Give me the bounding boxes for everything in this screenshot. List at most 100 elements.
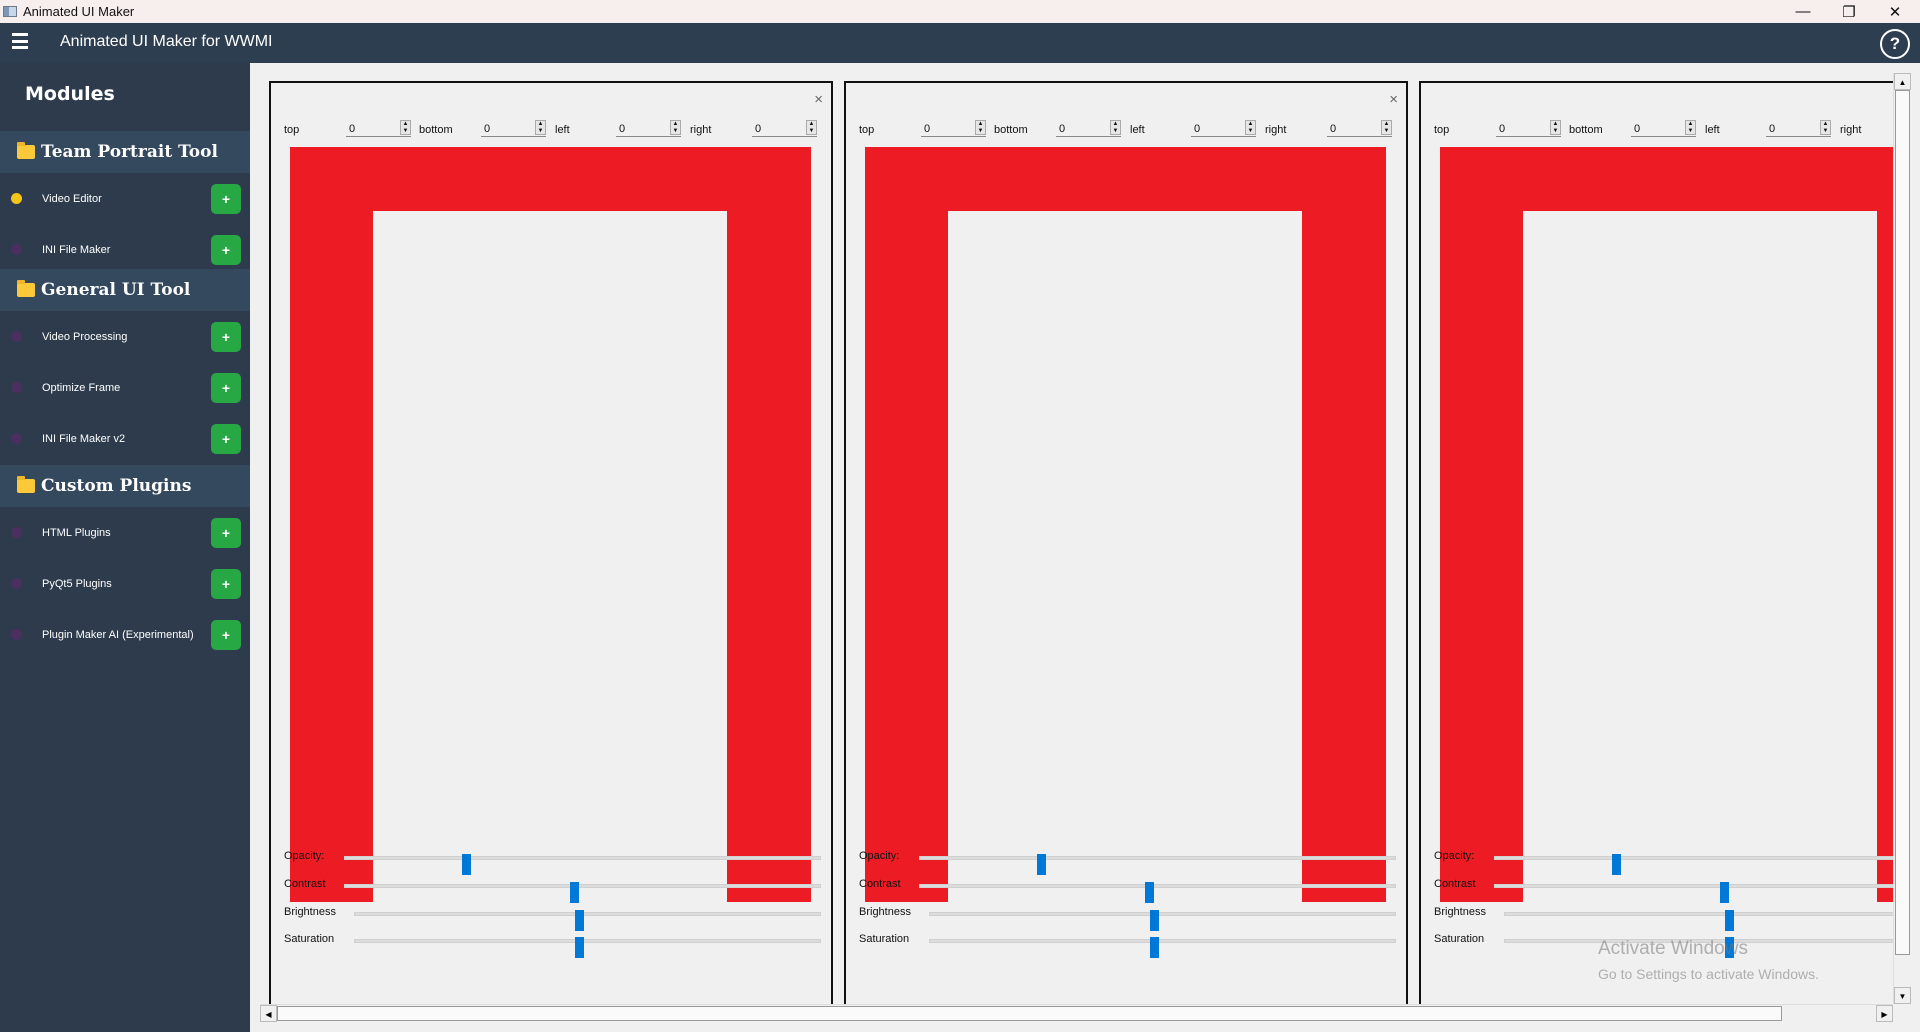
spin-arrows-icon[interactable]: ▲ ▼: [806, 120, 817, 135]
slider-track[interactable]: [1504, 937, 1893, 958]
field-label: left: [555, 124, 570, 136]
slider-track[interactable]: [344, 854, 821, 875]
close-panel-button[interactable]: ×: [814, 91, 823, 108]
hamburger-icon[interactable]: [12, 33, 28, 49]
spin-arrows-icon[interactable]: ▲ ▼: [1245, 120, 1256, 135]
vertical-scroll-thumb[interactable]: [1895, 90, 1910, 955]
status-dot-icon: [11, 244, 22, 255]
sidebar-item[interactable]: INI File Maker v2 +: [0, 413, 250, 464]
slider-handle[interactable]: [574, 910, 584, 931]
slider-handle[interactable]: [1149, 937, 1159, 958]
top-spinbox[interactable]: 0 ▲ ▼: [921, 120, 986, 137]
sidebar-section-2[interactable]: Custom Plugins: [0, 465, 250, 507]
add-button[interactable]: +: [211, 423, 241, 454]
spinbox-value: 0: [484, 123, 491, 135]
field-label: bottom: [419, 124, 453, 136]
slider-track[interactable]: [354, 910, 821, 931]
add-button[interactable]: +: [211, 234, 241, 265]
horizontal-scroll-thumb[interactable]: [277, 1006, 1782, 1021]
vertical-scrollbar[interactable]: ▲ ▼: [1893, 73, 1911, 1004]
right-spinbox[interactable]: 0 ▲ ▼: [1327, 120, 1392, 137]
add-button[interactable]: +: [211, 517, 241, 548]
minimize-button[interactable]: —: [1795, 3, 1811, 20]
right-spinbox[interactable]: 0 ▲ ▼: [752, 120, 817, 137]
slider-track[interactable]: [919, 882, 1396, 903]
sidebar-item-label: PyQt5 Plugins: [42, 577, 112, 590]
add-button[interactable]: +: [211, 568, 241, 599]
spin-arrows-icon[interactable]: ▲ ▼: [670, 120, 681, 135]
sidebar-item-label: INI File Maker: [42, 243, 111, 256]
sidebar-item[interactable]: Video Editor +: [0, 173, 250, 224]
left-spinbox[interactable]: 0 ▲ ▼: [1766, 120, 1831, 137]
slider-handle[interactable]: [574, 937, 584, 958]
top-spinbox[interactable]: 0 ▲ ▼: [1496, 120, 1561, 137]
add-button[interactable]: +: [211, 372, 241, 403]
slider-track[interactable]: [354, 937, 821, 958]
spin-arrows-icon[interactable]: ▲ ▼: [1110, 120, 1121, 135]
spin-arrows-icon[interactable]: ▲ ▼: [1550, 120, 1561, 135]
slider-track[interactable]: [1494, 854, 1893, 875]
slider-handle[interactable]: [1612, 854, 1621, 875]
slider-label: Brightness: [859, 906, 911, 918]
slider-handle[interactable]: [1149, 910, 1159, 931]
spinbox-value: 0: [1769, 123, 1776, 135]
spin-arrows-icon[interactable]: ▲ ▼: [975, 120, 986, 135]
sidebar-item[interactable]: Plugin Maker AI (Experimental) +: [0, 609, 250, 660]
bottom-spinbox[interactable]: 0 ▲ ▼: [1056, 120, 1121, 137]
spinbox-value: 0: [1059, 123, 1066, 135]
scroll-left-arrow-icon[interactable]: ◀: [260, 1005, 277, 1022]
slider-handle[interactable]: [1724, 910, 1734, 931]
slider-track[interactable]: [919, 854, 1396, 875]
sidebar-item[interactable]: Video Processing +: [0, 311, 250, 362]
slider-handle[interactable]: [1144, 882, 1154, 903]
slider-track[interactable]: [929, 937, 1396, 958]
sidebar: Modules Team Portrait Tool Video Editor + I…: [0, 63, 250, 1032]
sidebar-item[interactable]: Optimize Frame +: [0, 362, 250, 413]
slider-handle[interactable]: [1719, 882, 1729, 903]
slider-label: Saturation: [284, 933, 335, 945]
spin-arrows-icon[interactable]: ▲ ▼: [1685, 120, 1696, 135]
slider-track[interactable]: [344, 882, 821, 903]
slider-track[interactable]: [1494, 882, 1893, 903]
sidebar-item[interactable]: INI File Maker +: [0, 224, 250, 275]
field-label: bottom: [1569, 124, 1603, 136]
scroll-down-arrow-icon[interactable]: ▼: [1894, 987, 1911, 1004]
slider-handle[interactable]: [1724, 937, 1734, 958]
sidebar-item[interactable]: HTML Plugins +: [0, 507, 250, 558]
window-title: Animated UI Maker: [23, 4, 135, 19]
sidebar-section-1[interactable]: General UI Tool: [0, 269, 250, 311]
slider-track[interactable]: [929, 910, 1396, 931]
help-button[interactable]: ?: [1880, 29, 1910, 59]
scroll-right-arrow-icon[interactable]: ▶: [1876, 1005, 1893, 1022]
slider-track[interactable]: [1504, 910, 1893, 931]
bottom-spinbox[interactable]: 0 ▲ ▼: [481, 120, 546, 137]
spin-arrows-icon[interactable]: ▲ ▼: [535, 120, 546, 135]
scroll-up-arrow-icon[interactable]: ▲: [1894, 73, 1911, 90]
status-dot-icon: [11, 193, 22, 204]
slider-handle[interactable]: [462, 854, 471, 875]
top-spinbox[interactable]: 0 ▲ ▼: [346, 120, 411, 137]
add-button[interactable]: +: [211, 321, 241, 352]
spin-arrows-icon[interactable]: ▲ ▼: [1381, 120, 1392, 135]
folder-icon: [17, 142, 35, 159]
close-panel-button[interactable]: ×: [1389, 91, 1398, 108]
left-spinbox[interactable]: 0 ▲ ▼: [1191, 120, 1256, 137]
slider-handle[interactable]: [1037, 854, 1046, 875]
image-panel: ×top0▲▼bottom0▲▼left0▲▼right0▲▼Opacity:C…: [1419, 81, 1893, 1004]
slider-handle[interactable]: [569, 882, 579, 903]
bottom-spinbox[interactable]: 0 ▲ ▼: [1631, 120, 1696, 137]
sidebar-item[interactable]: PyQt5 Plugins +: [0, 558, 250, 609]
close-window-button[interactable]: ✕: [1888, 3, 1902, 21]
horizontal-scrollbar[interactable]: ◀ ▶: [260, 1004, 1893, 1022]
slider-label: Contrast: [284, 878, 326, 890]
spin-arrows-icon[interactable]: ▲ ▼: [400, 120, 411, 135]
frame-inner: [1523, 211, 1877, 902]
sidebar-section-0[interactable]: Team Portrait Tool: [0, 131, 250, 173]
slider-label: Contrast: [1434, 878, 1476, 890]
left-spinbox[interactable]: 0 ▲ ▼: [616, 120, 681, 137]
spin-arrows-icon[interactable]: ▲ ▼: [1820, 120, 1831, 135]
add-button[interactable]: +: [211, 183, 241, 214]
restore-button[interactable]: ❐: [1842, 3, 1856, 21]
add-button[interactable]: +: [211, 619, 241, 650]
